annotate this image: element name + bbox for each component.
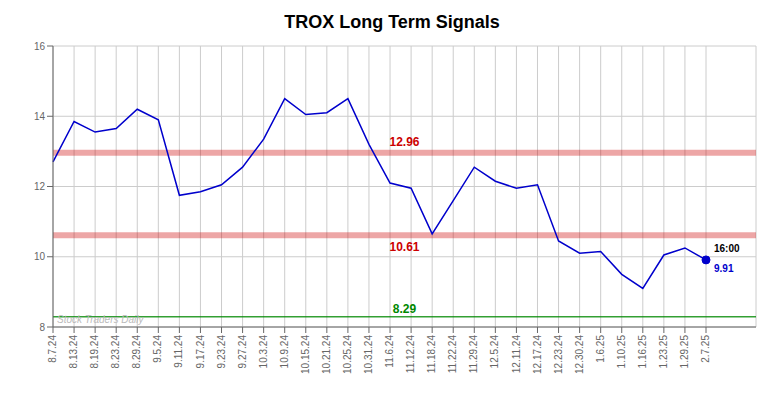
svg-text:1.16.25: 1.16.25 <box>637 335 648 369</box>
svg-text:8.29.24: 8.29.24 <box>131 335 142 369</box>
svg-text:11.6.24: 11.6.24 <box>384 335 395 368</box>
svg-text:8.19.24: 8.19.24 <box>89 335 100 369</box>
svg-text:12.11.24: 12.11.24 <box>511 335 522 374</box>
svg-text:Stock Traders Daily: Stock Traders Daily <box>57 314 145 325</box>
svg-text:9.11.24: 9.11.24 <box>173 335 184 368</box>
svg-text:1.6.25: 1.6.25 <box>595 335 606 363</box>
svg-text:10.21.24: 10.21.24 <box>321 335 332 374</box>
svg-text:10.3.24: 10.3.24 <box>258 335 269 369</box>
svg-text:1.10.25: 1.10.25 <box>616 335 627 369</box>
svg-text:10.25.24: 10.25.24 <box>342 335 353 374</box>
svg-text:1.29.25: 1.29.25 <box>679 335 690 369</box>
svg-text:2.7.25: 2.7.25 <box>700 335 711 363</box>
svg-text:9.5.24: 9.5.24 <box>152 335 163 363</box>
svg-text:11.12.24: 11.12.24 <box>405 335 416 374</box>
svg-text:10.15.24: 10.15.24 <box>300 335 311 374</box>
svg-text:9.17.24: 9.17.24 <box>195 335 206 369</box>
svg-text:8.13.24: 8.13.24 <box>68 335 79 369</box>
svg-text:16:00: 16:00 <box>714 243 740 254</box>
svg-text:10.61: 10.61 <box>389 240 419 254</box>
svg-text:12.17.24: 12.17.24 <box>532 335 543 374</box>
html-text:TROX Long Term Signals: TROX Long Term Signals <box>284 12 500 32</box>
svg-text:16: 16 <box>34 41 46 52</box>
svg-text:11.22.24: 11.22.24 <box>447 335 458 374</box>
svg-text:9.91: 9.91 <box>714 263 734 274</box>
svg-text:11.29.24: 11.29.24 <box>468 335 479 374</box>
svg-text:12.30.24: 12.30.24 <box>574 335 585 374</box>
svg-text:1.23.25: 1.23.25 <box>658 335 669 369</box>
svg-text:10: 10 <box>34 251 46 262</box>
svg-text:8: 8 <box>39 322 45 333</box>
svg-text:8.23.24: 8.23.24 <box>110 335 121 369</box>
svg-text:14: 14 <box>34 111 46 122</box>
svg-text:10.9.24: 10.9.24 <box>279 335 290 369</box>
svg-text:12.23.24: 12.23.24 <box>553 335 564 374</box>
svg-text:12.96: 12.96 <box>389 135 419 149</box>
svg-text:9.27.24: 9.27.24 <box>237 335 248 369</box>
svg-text:8.29: 8.29 <box>393 302 417 316</box>
svg-text:11.18.24: 11.18.24 <box>426 335 437 374</box>
svg-text:12.5.24: 12.5.24 <box>489 335 500 369</box>
svg-text:12: 12 <box>34 181 46 192</box>
svg-text:8.7.24: 8.7.24 <box>47 335 58 363</box>
svg-text:10.31.24: 10.31.24 <box>363 335 374 374</box>
svg-text:9.23.24: 9.23.24 <box>216 335 227 369</box>
